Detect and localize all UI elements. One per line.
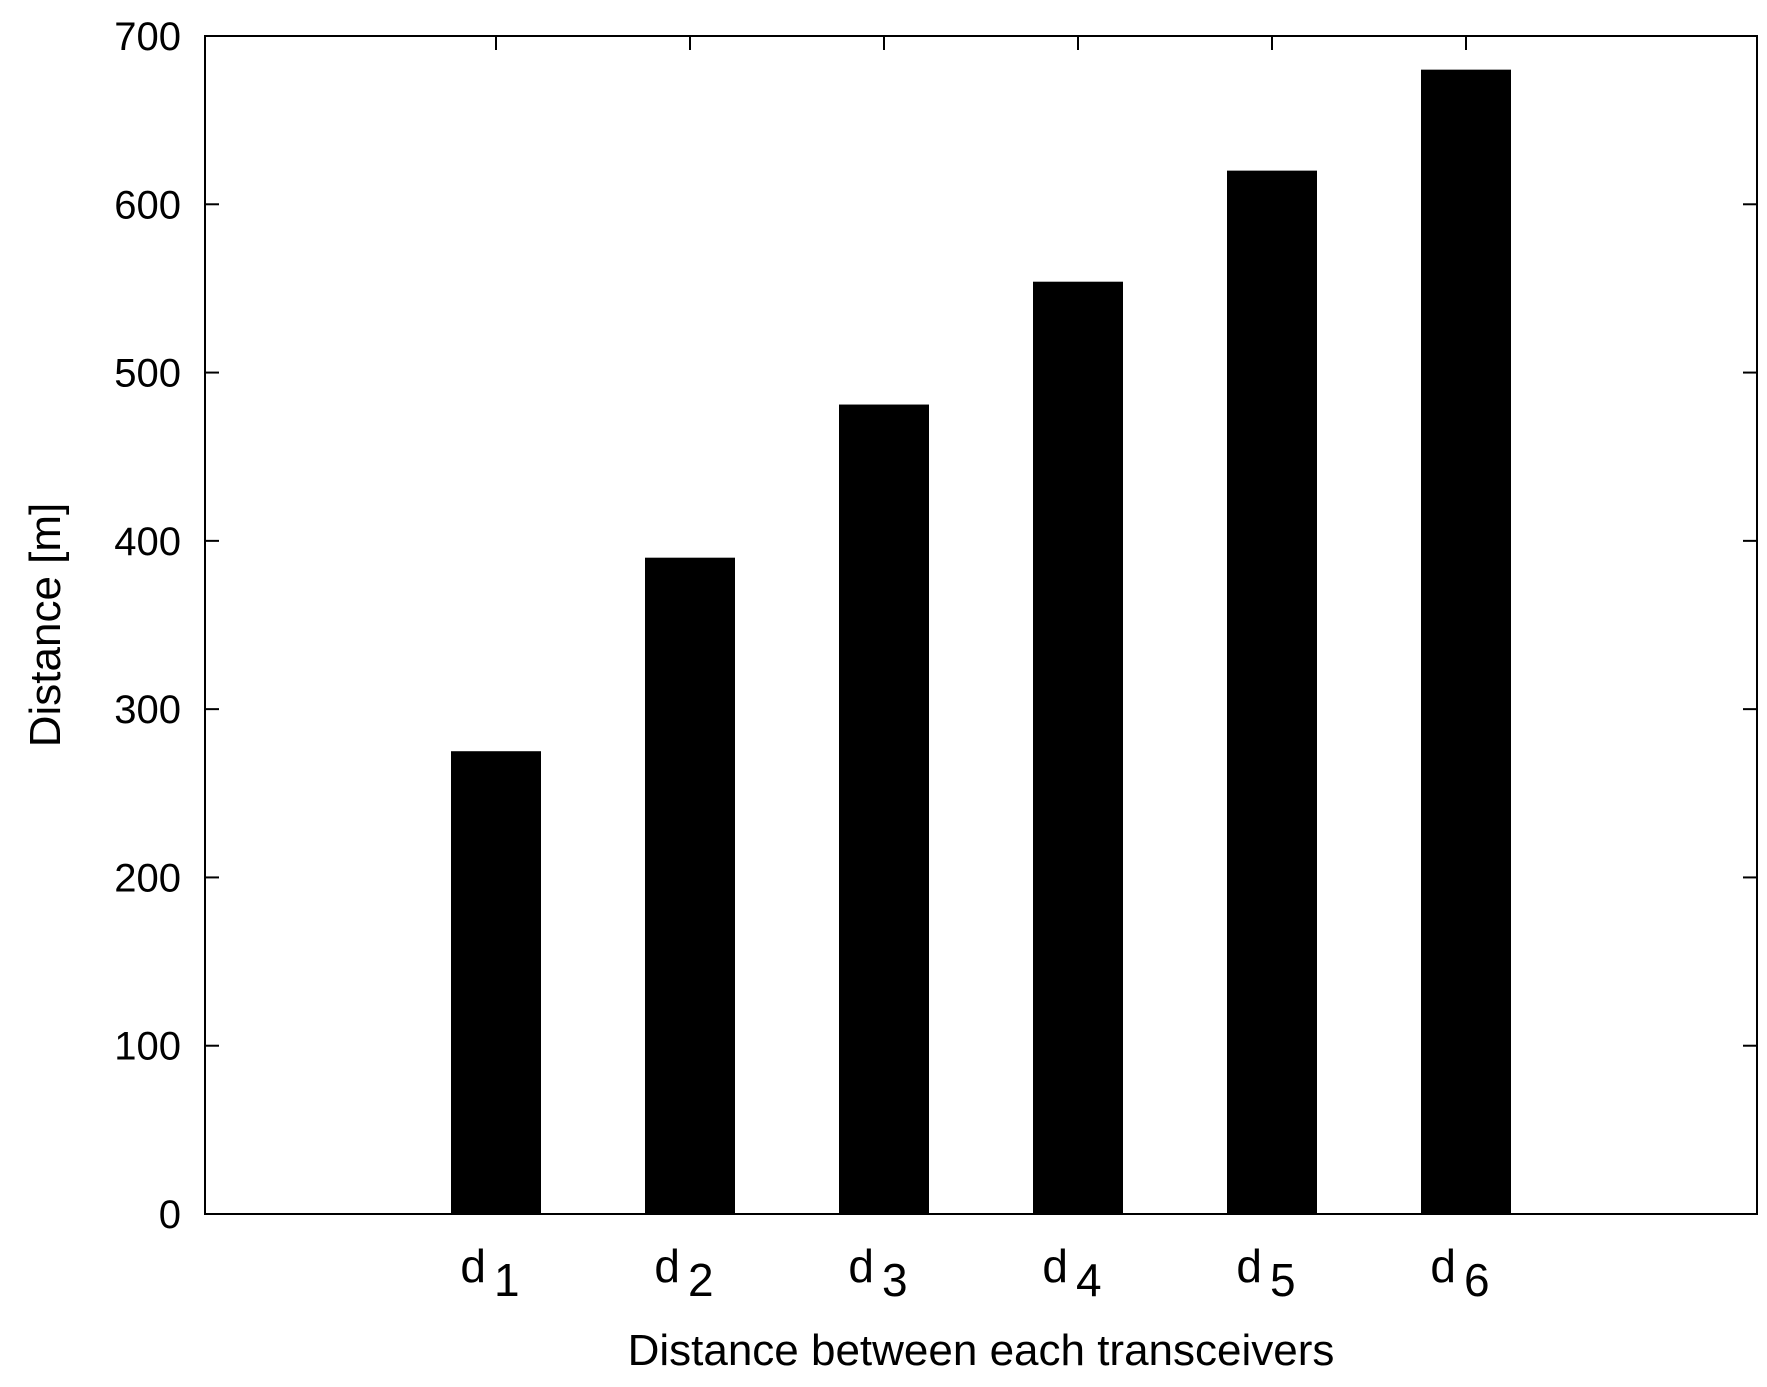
category-label-base: d	[460, 1240, 486, 1292]
category-label-subscript: 3	[882, 1254, 908, 1306]
y-tick-label: 0	[159, 1193, 181, 1237]
category-label-base: d	[848, 1240, 874, 1292]
y-tick-labels: 0 100 200 300 400 500 600 700	[114, 15, 181, 1237]
category-label-subscript: 2	[688, 1254, 714, 1306]
category-label-base: d	[1042, 1240, 1068, 1292]
bar-3	[839, 404, 929, 1214]
bar-1	[451, 751, 541, 1214]
category-label-base: d	[1430, 1240, 1456, 1292]
x-ticks	[495, 36, 1467, 1214]
category-label-subscript: 4	[1076, 1254, 1102, 1306]
y-axis-title: Distance [m]	[21, 503, 70, 748]
plot-frame	[204, 35, 1758, 1215]
bar-2	[645, 557, 735, 1214]
y-tick-label: 300	[114, 688, 181, 732]
y-ticks	[205, 35, 1757, 1215]
x-axis-title: Distance between each transceivers	[628, 1326, 1335, 1375]
y-tick-label: 700	[114, 15, 181, 59]
y-tick-label: 400	[114, 520, 181, 564]
y-tick-label: 500	[114, 352, 181, 396]
category-label-subscript: 6	[1464, 1254, 1490, 1306]
category-label-base: d	[654, 1240, 680, 1292]
y-tick-label: 600	[114, 183, 181, 227]
category-label-base: d	[1236, 1240, 1262, 1292]
bar-4	[1033, 281, 1123, 1214]
y-tick-label: 200	[114, 856, 181, 900]
bar-5	[1227, 170, 1317, 1215]
bars	[451, 69, 1511, 1215]
y-tick-label: 100	[114, 1025, 181, 1069]
category-label-subscript: 1	[494, 1254, 520, 1306]
bar-6	[1421, 69, 1511, 1215]
category-label-subscript: 5	[1270, 1254, 1296, 1306]
